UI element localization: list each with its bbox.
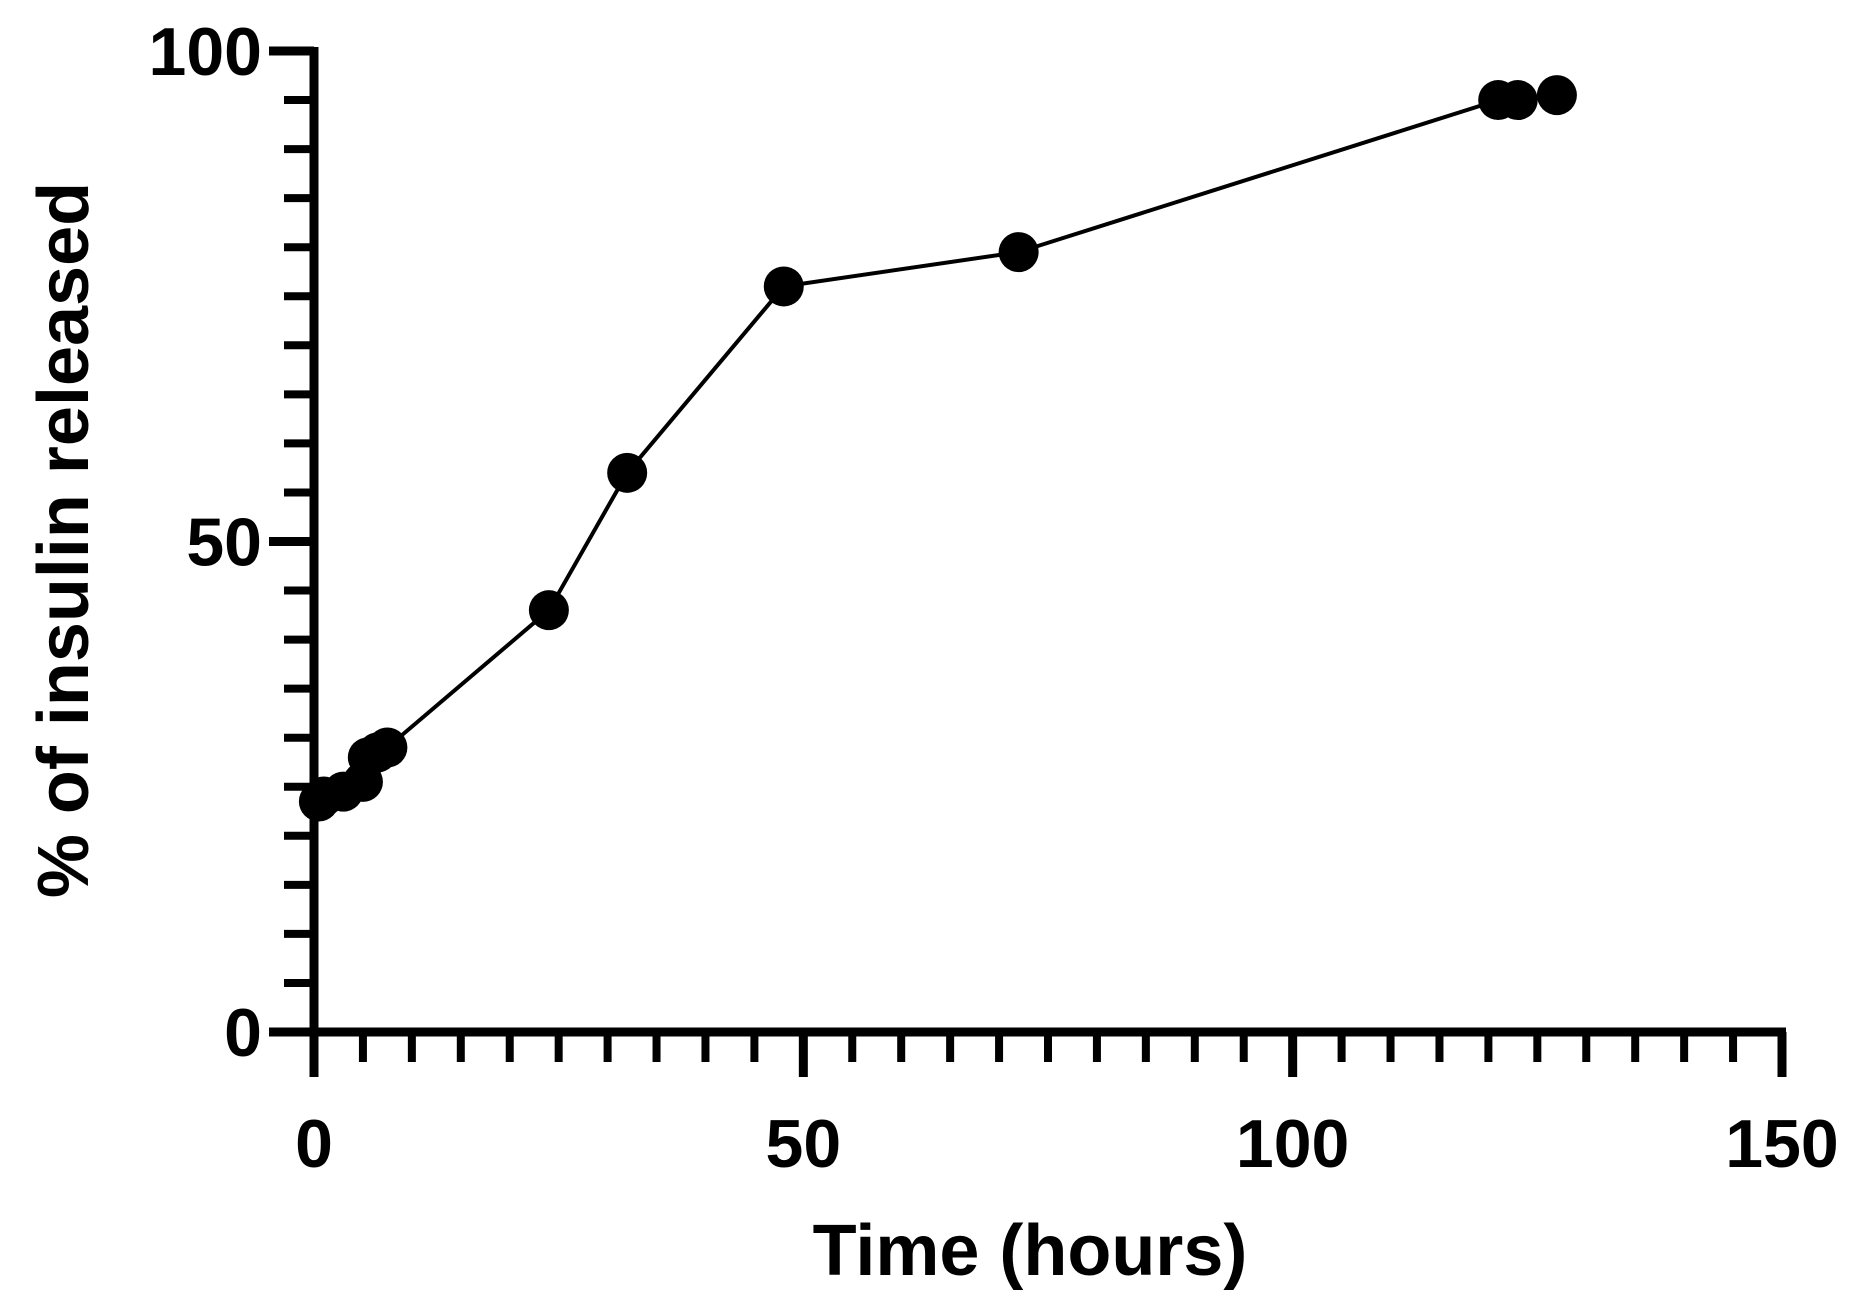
data-point [367, 727, 408, 768]
y-tick-label: 50 [186, 505, 262, 581]
data-point [1497, 80, 1538, 121]
x-tick-label: 50 [766, 1106, 842, 1182]
y-minor-ticks [284, 96, 314, 987]
x-axis-title: Time (hours) [813, 1211, 1248, 1291]
x-tick-labels: 0 50 100 150 [295, 1106, 1839, 1182]
data-point [1536, 75, 1577, 116]
data-point [998, 232, 1039, 273]
x-minor-ticks [358, 1032, 1738, 1062]
series-line [317, 93, 1558, 803]
x-major-ticks [309, 1032, 1787, 1077]
x-tick-label: 100 [1236, 1106, 1349, 1182]
y-axis-title: % of insulin released [24, 182, 104, 898]
y-tick-labels: 0 50 100 [149, 14, 262, 1071]
y-major-ticks [269, 46, 314, 1037]
data-point [763, 266, 804, 307]
y-tick-label: 100 [149, 14, 262, 90]
data-point [607, 452, 648, 493]
data-point [528, 590, 569, 631]
x-tick-label: 150 [1725, 1106, 1838, 1182]
y-tick-label: 0 [224, 995, 262, 1071]
x-tick-label: 0 [295, 1106, 333, 1182]
series-markers [298, 75, 1577, 822]
